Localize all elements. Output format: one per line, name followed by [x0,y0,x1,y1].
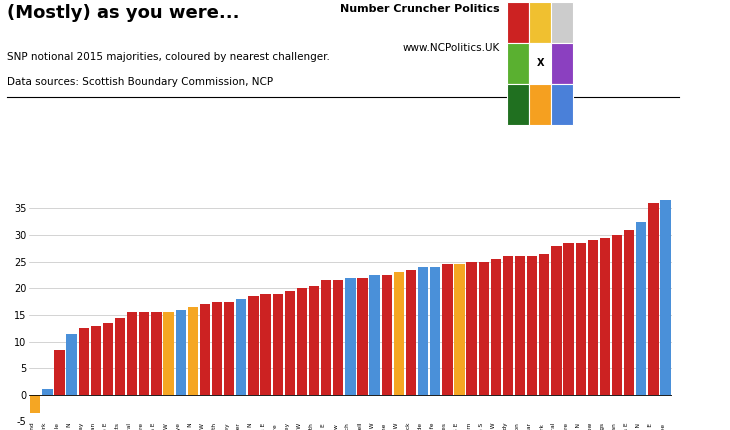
Bar [418,267,429,395]
Bar [42,390,53,395]
Bar [515,256,526,395]
Bar [648,203,658,395]
Bar [200,304,210,395]
Bar [261,294,271,395]
Bar [551,246,561,395]
Bar [661,200,671,395]
Bar [297,288,307,395]
Bar [382,275,392,395]
Bar [103,323,113,395]
Bar [139,312,150,395]
Bar [358,278,368,395]
Bar [91,326,101,395]
Bar [151,312,161,395]
Bar [442,264,453,395]
Bar [369,275,380,395]
Text: (Mostly) as you were...: (Mostly) as you were... [7,4,239,22]
Bar [79,328,89,395]
Bar [588,240,598,395]
Bar [127,312,137,395]
Bar [237,299,247,395]
Bar [333,280,343,395]
Bar [503,256,513,395]
Bar [636,222,647,395]
Bar [430,267,440,395]
Bar [321,280,331,395]
Bar [164,312,174,395]
Bar [212,301,222,395]
Text: Data sources: Scottish Boundary Commission, NCP: Data sources: Scottish Boundary Commissi… [7,77,274,87]
Bar [539,254,550,395]
Bar [175,310,186,395]
Bar [345,278,356,395]
Bar [54,350,65,395]
Bar [612,235,622,395]
Text: SNP notional 2015 majorities, coloured by nearest challenger.: SNP notional 2015 majorities, coloured b… [7,52,330,61]
Bar [285,291,295,395]
Bar [600,238,610,395]
Text: X: X [537,58,544,68]
Bar [491,259,501,395]
Bar [479,262,489,395]
Text: www.NCPolitics.UK: www.NCPolitics.UK [403,43,500,53]
Bar [272,294,283,395]
Bar [309,286,319,395]
Bar [406,270,416,395]
Bar [527,256,537,395]
Bar [624,230,634,395]
Bar [575,243,586,395]
Bar [66,334,77,395]
Bar [224,301,234,395]
Bar [248,296,258,395]
Bar [454,264,464,395]
Text: Number Cruncher Politics: Number Cruncher Politics [340,4,500,14]
Bar [115,318,126,395]
Bar [30,395,40,413]
Bar [188,307,198,395]
Bar [466,262,477,395]
Bar [393,272,404,395]
Bar [564,243,574,395]
